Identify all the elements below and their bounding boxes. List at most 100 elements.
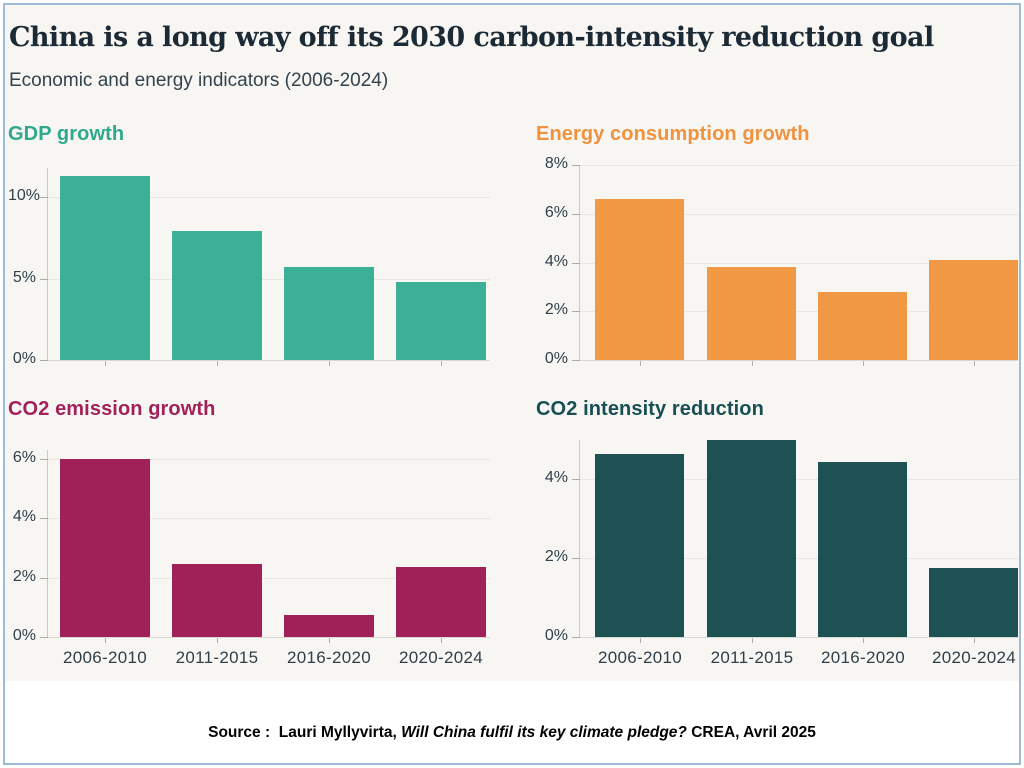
y-tick-label: 0% (12, 627, 36, 644)
y-axis-tick (40, 578, 48, 579)
y-axis-tick (572, 165, 580, 166)
x-axis-tick (640, 361, 641, 366)
x-axis-tick (863, 361, 864, 366)
gridline (580, 311, 1018, 312)
y-axis-tick (572, 263, 580, 264)
y-tick-label: 5% (12, 269, 36, 286)
y-axis-tick (572, 558, 580, 559)
y-tick-label: 6% (12, 449, 36, 466)
chart-co2-intensity-reduction: CO2 intensity reduction 0% 2% 4% 2006-2010 2… (536, 390, 1018, 678)
y-tick-label: 6% (544, 204, 568, 221)
page-title: China is a long way off its 2030 carbon-… (9, 22, 934, 53)
y-tick-label: 4% (12, 508, 36, 525)
page-subtitle: Economic and energy indicators (2006-202… (9, 70, 389, 91)
source-attribution: Source : Lauri Myllyvirta, Will China fu… (0, 724, 1024, 742)
y-axis-tick (40, 637, 48, 638)
gridline (580, 558, 1018, 559)
x-axis-tick (863, 638, 864, 643)
y-axis-tick (40, 197, 48, 198)
y-tick-label: 4% (544, 469, 568, 486)
y-axis-spine (47, 450, 48, 638)
gridline (580, 263, 1018, 264)
bar-2011-2015 (172, 231, 262, 360)
x-tick-label: 2011-2015 (175, 648, 259, 667)
bar-2006-2010 (60, 459, 150, 637)
bar-2020-2024 (396, 282, 486, 360)
chart-gdp-growth: GDP growth 0% 5% 10% (8, 115, 500, 387)
x-tick-label: 2006-2010 (63, 648, 147, 667)
gridline (48, 578, 490, 579)
x-axis-tick (752, 361, 753, 366)
bar-2011-2015 (707, 267, 796, 360)
x-axis-tick (441, 638, 442, 643)
source-work-title: Will China fulfil its key climate pledge… (401, 724, 692, 741)
y-axis-tick (572, 360, 580, 361)
y-axis-tick (572, 637, 580, 638)
y-axis-tick (572, 214, 580, 215)
gridline (48, 637, 490, 638)
gridline (580, 214, 1018, 215)
x-tick-label: 2006-2010 (598, 648, 682, 667)
y-axis-tick (40, 279, 48, 280)
gridline (580, 637, 1018, 638)
gridline (580, 165, 1018, 166)
bar-2016-2020 (284, 267, 374, 360)
x-tick-label: 2020-2024 (932, 648, 1016, 667)
x-axis-tick (974, 361, 975, 366)
y-tick-label: 10% (8, 187, 41, 204)
chart-energy-consumption-growth: Energy consumption growth 0% 2% 4% 6% 8% (536, 115, 1018, 387)
bar-2006-2010 (595, 454, 684, 637)
bar-2020-2024 (396, 567, 486, 637)
y-tick-label: 8% (544, 155, 568, 172)
x-axis-tick (640, 638, 641, 643)
y-axis-tick (572, 479, 580, 480)
chart-title-co2-intensity-reduction: CO2 intensity reduction (536, 398, 764, 420)
source-authors: Lauri Myllyvirta, (278, 724, 402, 741)
y-axis-tick (40, 518, 48, 519)
y-tick-label: 2% (544, 548, 568, 565)
bar-2006-2010 (60, 176, 150, 360)
y-axis-spine (579, 440, 580, 638)
gridline (48, 518, 490, 519)
gridline (48, 279, 490, 280)
source-label: Source : (208, 724, 279, 741)
bar-2006-2010 (595, 199, 684, 360)
x-axis-tick (105, 638, 106, 643)
y-axis-spine (47, 168, 48, 361)
x-tick-label: 2016-2020 (287, 648, 371, 667)
y-tick-label: 2% (12, 568, 36, 585)
x-tick-label: 2016-2020 (821, 648, 905, 667)
chart-title-co2-emission-growth: CO2 emission growth (8, 398, 216, 420)
x-axis-tick (329, 638, 330, 643)
chart-co2-emission-growth: CO2 emission growth 0% 2% 4% 6% 2006-2010 201… (8, 390, 500, 678)
gridline (48, 459, 490, 460)
x-axis-tick (217, 638, 218, 643)
gridline (580, 360, 1018, 361)
y-axis-tick (40, 459, 48, 460)
y-tick-label: 4% (544, 253, 568, 270)
gridline (48, 197, 490, 198)
bar-2020-2024 (929, 260, 1018, 360)
bar-2016-2020 (284, 615, 374, 637)
y-axis-tick (40, 360, 48, 361)
bar-2016-2020 (818, 462, 907, 637)
bar-2020-2024 (929, 568, 1018, 637)
x-axis-tick (105, 361, 106, 366)
x-axis-tick (441, 361, 442, 366)
gridline (580, 479, 1018, 480)
y-tick-label: 0% (544, 350, 568, 367)
y-tick-label: 0% (12, 350, 36, 367)
x-axis-tick (217, 361, 218, 366)
x-tick-label: 2011-2015 (710, 648, 794, 667)
x-tick-label: 2020-2024 (399, 648, 483, 667)
bar-2016-2020 (818, 292, 907, 360)
x-axis-tick (752, 638, 753, 643)
bar-2011-2015 (172, 564, 262, 637)
y-tick-label: 2% (544, 301, 568, 318)
chart-title-gdp-growth: GDP growth (8, 123, 125, 145)
gridline (48, 360, 490, 361)
y-axis-tick (572, 311, 580, 312)
source-publisher: CREA, Avril 2025 (691, 724, 816, 741)
x-axis-tick (329, 361, 330, 366)
